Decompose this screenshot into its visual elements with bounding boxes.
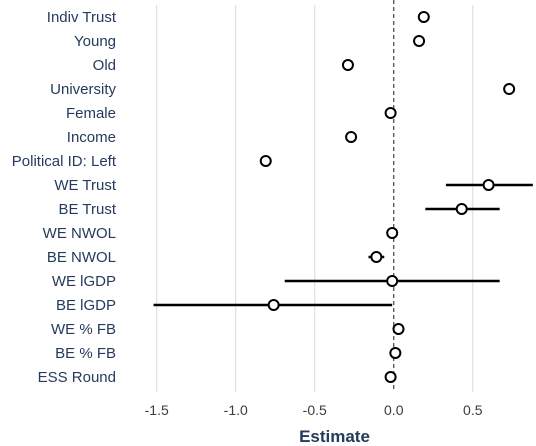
point-be-lgdp [267, 299, 280, 311]
point-ess-round [384, 371, 397, 383]
point-we-nwol [386, 227, 399, 239]
y-label-be-fb: BE % FB [55, 345, 116, 362]
y-label-political-id-left: Political ID: Left [12, 153, 117, 170]
y-axis-labels: Indiv Trust Young Old University Female Incom… [12, 9, 117, 386]
point-be-fb [389, 347, 402, 359]
y-label-be-lgdp: BE lGDP [56, 297, 116, 314]
y-label-income: Income [67, 129, 116, 146]
x-tick-label-1: -1.0 [224, 402, 248, 418]
y-label-old: Old [93, 57, 116, 74]
y-label-be-trust: BE Trust [58, 201, 116, 218]
x-tick-label-4: 0.5 [463, 402, 483, 418]
x-tick-label-3: 0.0 [384, 402, 404, 418]
point-we-fb [392, 323, 405, 335]
error-bars [153, 183, 533, 307]
y-label-ess-round: ESS Round [38, 369, 116, 386]
point-university [503, 83, 516, 95]
point-young [413, 35, 426, 47]
point-female [384, 107, 397, 119]
y-label-we-lgdp: WE lGDP [52, 273, 116, 290]
point-we-trust [482, 179, 495, 191]
y-label-young: Young [74, 33, 116, 50]
y-label-female: Female [66, 105, 116, 122]
x-axis-tick-labels: -1.5 -1.0 -0.5 0.0 0.5 [145, 402, 483, 418]
point-indiv-trust [417, 11, 430, 23]
y-label-we-nwol: WE NWOL [43, 225, 116, 242]
x-tick-label-0: -1.5 [145, 402, 169, 418]
y-label-university: University [50, 81, 116, 98]
point-be-nwol [370, 251, 383, 263]
y-label-we-trust: WE Trust [54, 177, 117, 194]
y-label-we-fb: WE % FB [51, 321, 116, 338]
x-axis-title: Estimate [299, 427, 370, 446]
point-old [341, 59, 354, 71]
point-income [345, 131, 358, 143]
point-political-id-left [259, 155, 272, 167]
grid-lines [156, 5, 474, 392]
x-tick-label-2: -0.5 [303, 402, 327, 418]
estimate-points [259, 11, 516, 383]
y-label-be-nwol: BE NWOL [47, 249, 116, 266]
point-we-lgdp [386, 275, 399, 287]
y-label-indiv-trust: Indiv Trust [47, 9, 117, 26]
point-be-trust [455, 203, 468, 215]
